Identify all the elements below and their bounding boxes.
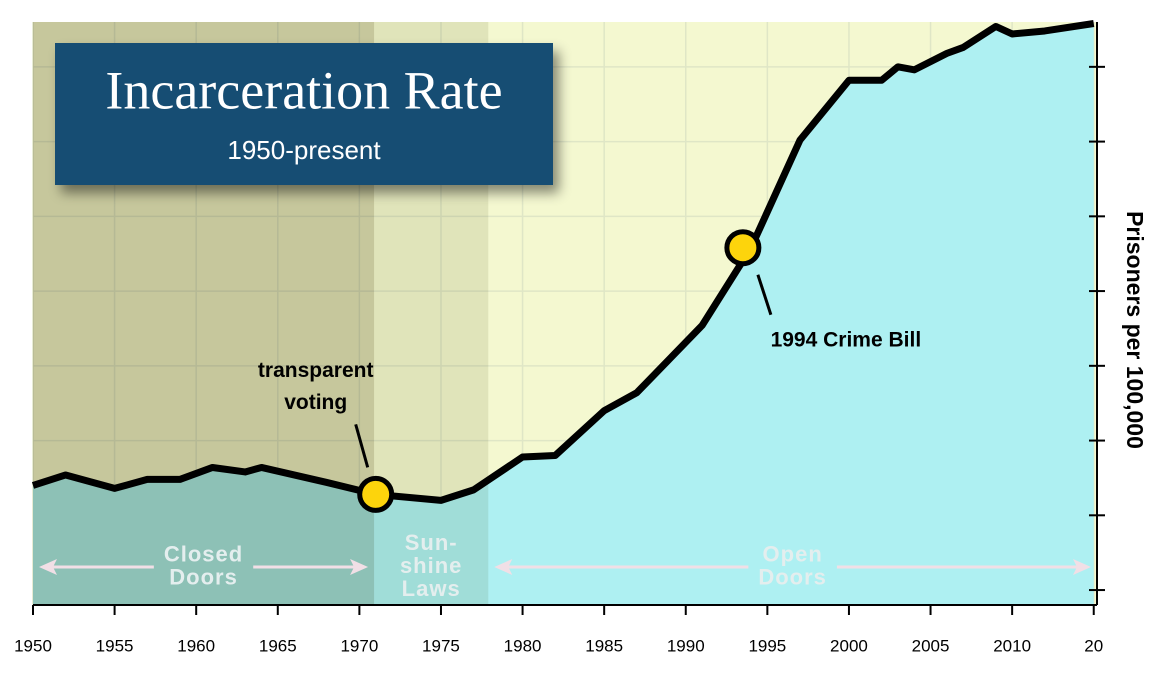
leader-line — [756, 274, 773, 316]
y-axis-label: Prisoners per 100,000 — [1122, 211, 1148, 449]
era-shade — [488, 22, 1097, 605]
arrow-head — [39, 559, 57, 575]
x-tick-label: 1970 — [340, 636, 378, 655]
annotation-label: transparent — [258, 359, 374, 382]
x-tick-label: 2000 — [830, 636, 868, 655]
x-tick-label: 1960 — [177, 636, 215, 655]
x-tick-label: 1990 — [667, 636, 705, 655]
leader-line — [354, 423, 370, 468]
annotation-label: 1994 Crime Bill — [771, 328, 922, 351]
era-label: Doors — [169, 564, 238, 589]
era-label: shine — [400, 553, 462, 578]
title-box — [55, 43, 553, 185]
x-tick-label: 1980 — [504, 636, 542, 655]
x-tick-label: 2005 — [912, 636, 950, 655]
era-label: Doors — [758, 564, 827, 589]
chart-subtitle: 1950-present — [227, 135, 381, 165]
era-label: Closed — [164, 541, 243, 566]
x-tick-label: 1985 — [585, 636, 623, 655]
x-tick-label: 2010 — [993, 636, 1031, 655]
x-tick-label: 1975 — [422, 636, 460, 655]
era-label: Open — [763, 541, 823, 566]
x-tick-label: 20 — [1084, 636, 1103, 655]
x-tick-label: 1995 — [748, 636, 786, 655]
chart-title: Incarceration Rate — [105, 60, 502, 120]
arrow-head — [1073, 559, 1091, 575]
annotation-marker — [724, 229, 762, 267]
era-label: Laws — [402, 576, 461, 601]
annotation-marker — [357, 475, 395, 513]
x-tick-label: 1950 — [14, 636, 52, 655]
era-label: Sun- — [405, 530, 458, 555]
arrow-head — [494, 559, 513, 575]
x-tick-label: 1955 — [96, 636, 134, 655]
annotation-label: voting — [284, 391, 347, 414]
x-tick-label: 1965 — [259, 636, 297, 655]
arrow-head — [350, 559, 369, 575]
line — [31, 20, 1095, 504]
